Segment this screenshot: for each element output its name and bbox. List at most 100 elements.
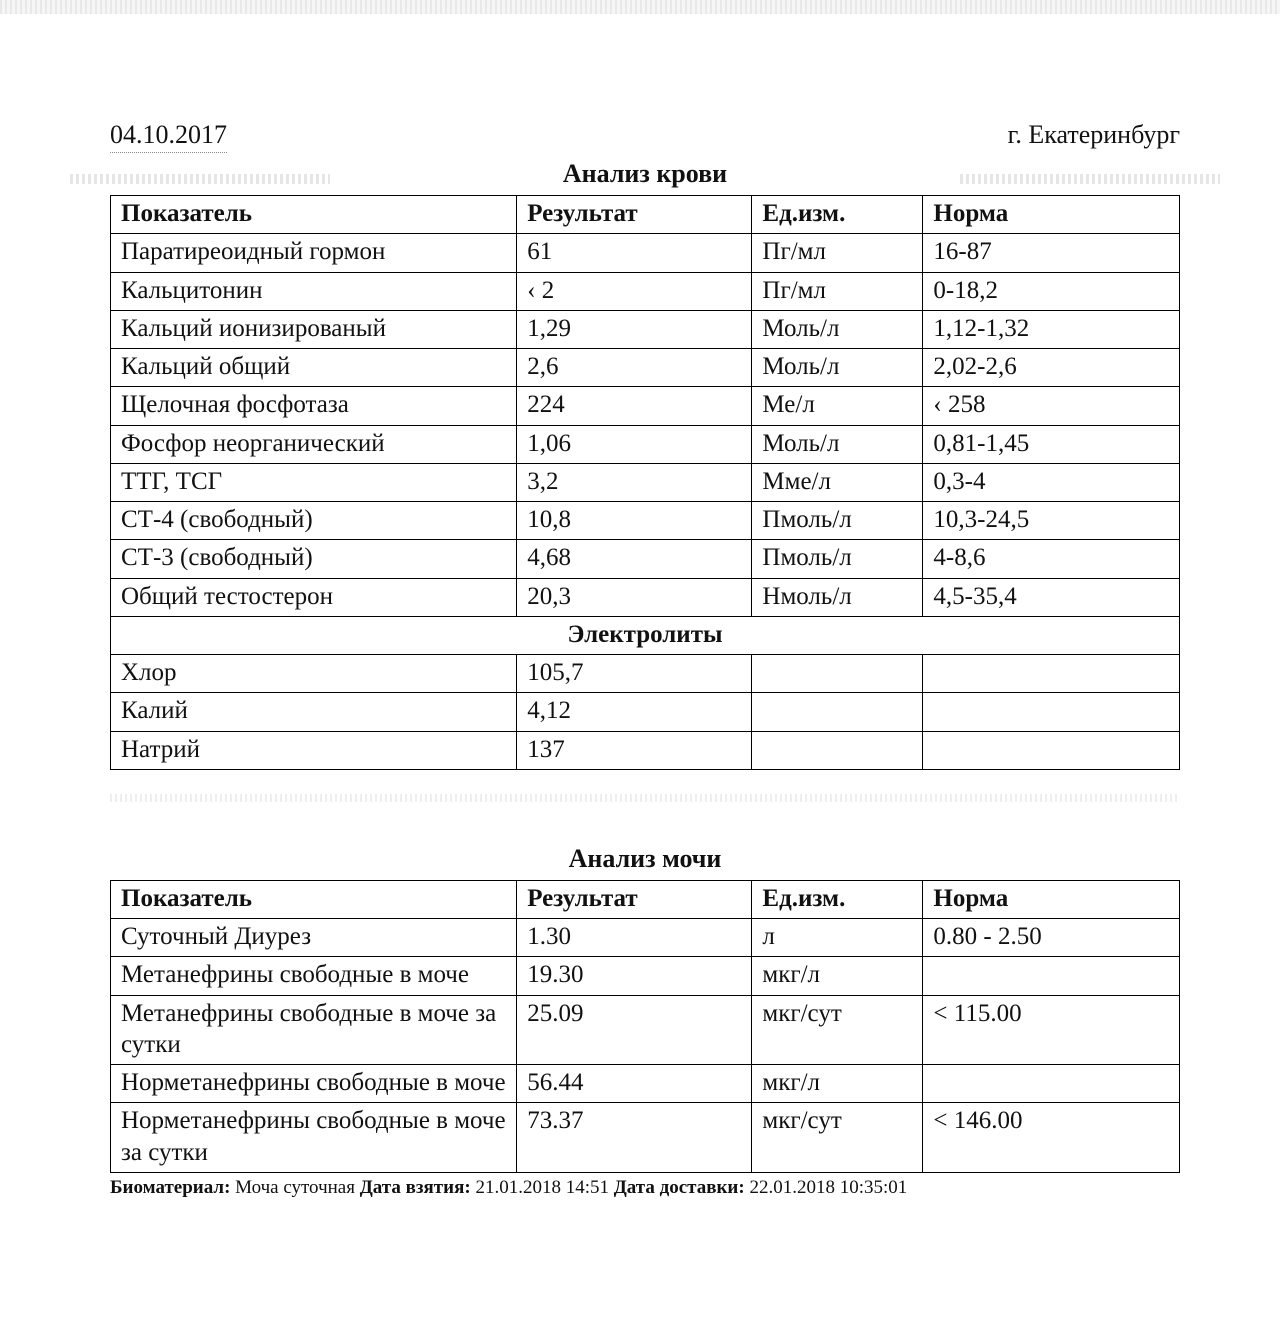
cell-norm: 0,3-4 xyxy=(923,463,1180,501)
delivered-label: Дата доставки: xyxy=(614,1177,745,1198)
biomaterial-value: Моча суточная xyxy=(235,1177,355,1198)
cell-name: Норметанефрины свободные в моче xyxy=(111,1065,517,1103)
cell-name: Кальций общий xyxy=(111,349,517,387)
cell-norm xyxy=(923,731,1180,769)
cell-unit: л xyxy=(752,919,923,957)
biomaterial-label: Биоматериал: xyxy=(110,1177,230,1198)
cell-name: Паратиреоидный гормон xyxy=(111,234,517,272)
cell-unit: Пмоль/л xyxy=(752,540,923,578)
cell-unit: Моль/л xyxy=(752,310,923,348)
electrolytes-subheader: Электролиты xyxy=(111,616,1180,654)
cell-unit: Моль/л xyxy=(752,425,923,463)
cell-unit: Ме/л xyxy=(752,387,923,425)
col-header-result: Результат xyxy=(517,880,752,918)
cell-unit xyxy=(752,731,923,769)
cell-result: 20,3 xyxy=(517,578,752,616)
table-header-row: Показатель Результат Ед.изм. Норма xyxy=(111,880,1180,918)
table-row: Фосфор неорганический1,06Моль/л0,81-1,45 xyxy=(111,425,1180,463)
cell-unit: мкг/сут xyxy=(752,1103,923,1173)
cell-result: 2,6 xyxy=(517,349,752,387)
cell-norm: 10,3-24,5 xyxy=(923,502,1180,540)
table-gap xyxy=(110,794,1180,840)
cell-name: Норметанефрины свободные в моче за сутки xyxy=(111,1103,517,1173)
cell-name: Кальций ионизированый xyxy=(111,310,517,348)
cell-norm xyxy=(923,693,1180,731)
delivered-value: 22.01.2018 10:35:01 xyxy=(749,1177,907,1198)
col-header-norm: Норма xyxy=(923,880,1180,918)
cell-norm xyxy=(923,957,1180,995)
electrolytes-title: Электролиты xyxy=(111,616,1180,654)
cell-result: 4,68 xyxy=(517,540,752,578)
cell-unit xyxy=(752,693,923,731)
report-city: г. Екатеринбург xyxy=(1008,120,1180,150)
table-row: Щелочная фосфотаза224Ме/л‹ 258 xyxy=(111,387,1180,425)
cell-norm: ‹ 258 xyxy=(923,387,1180,425)
cell-result: 1,29 xyxy=(517,310,752,348)
cell-result: 19.30 xyxy=(517,957,752,995)
cell-result: 1.30 xyxy=(517,919,752,957)
cell-norm: 4-8,6 xyxy=(923,540,1180,578)
cell-name: Фосфор неорганический xyxy=(111,425,517,463)
taken-value: 21.01.2018 14:51 xyxy=(475,1177,609,1198)
cell-name: Метанефрины свободные в моче xyxy=(111,957,517,995)
table-row: СТ-3 (свободный)4,68Пмоль/л4-8,6 xyxy=(111,540,1180,578)
document-header: 04.10.2017 г. Екатеринбург xyxy=(110,120,1180,153)
table-row: Норметанефрины свободные в моче56.44мкг/… xyxy=(111,1065,1180,1103)
table-row: Паратиреоидный гормон61Пг/мл16-87 xyxy=(111,234,1180,272)
cell-norm: < 146.00 xyxy=(923,1103,1180,1173)
cell-norm: 2,02-2,6 xyxy=(923,349,1180,387)
table-row: Норметанефрины свободные в моче за сутки… xyxy=(111,1103,1180,1173)
table-row: Метанефрины свободные в моче19.30мкг/л xyxy=(111,957,1180,995)
cell-norm: 16-87 xyxy=(923,234,1180,272)
table-row: Метанефрины свободные в моче за сутки25.… xyxy=(111,995,1180,1065)
cell-name: Хлор xyxy=(111,655,517,693)
table-row: ТТГ, ТСГ3,2Мме/л0,3-4 xyxy=(111,463,1180,501)
cell-result: 1,06 xyxy=(517,425,752,463)
cell-norm: 1,12-1,32 xyxy=(923,310,1180,348)
table-row: Хлор105,7 xyxy=(111,655,1180,693)
cell-name: Калий xyxy=(111,693,517,731)
table-row: Кальций ионизированый1,29Моль/л1,12-1,32 xyxy=(111,310,1180,348)
cell-result: 137 xyxy=(517,731,752,769)
cell-name: Суточный Диурез xyxy=(111,919,517,957)
cell-norm: 4,5-35,4 xyxy=(923,578,1180,616)
table-row: Суточный Диурез1.30л0.80 - 2.50 xyxy=(111,919,1180,957)
cell-result: 56.44 xyxy=(517,1065,752,1103)
cell-result: 25.09 xyxy=(517,995,752,1065)
table-row: Кальций общий2,6Моль/л2,02-2,6 xyxy=(111,349,1180,387)
cell-name: СТ-4 (свободный) xyxy=(111,502,517,540)
col-header-name: Показатель xyxy=(111,196,517,234)
cell-result: 4,12 xyxy=(517,693,752,731)
table-row: Натрий137 xyxy=(111,731,1180,769)
table-row: СТ-4 (свободный)10,8Пмоль/л10,3-24,5 xyxy=(111,502,1180,540)
cell-norm: 0-18,2 xyxy=(923,272,1180,310)
cell-name: СТ-3 (свободный) xyxy=(111,540,517,578)
urine-table: Показатель Результат Ед.изм. Норма Суточ… xyxy=(110,880,1180,1173)
report-date: 04.10.2017 xyxy=(110,120,227,153)
cell-name: Метанефрины свободные в моче за сутки xyxy=(111,995,517,1065)
cell-unit: Пмоль/л xyxy=(752,502,923,540)
cell-unit: Пг/мл xyxy=(752,234,923,272)
cell-norm: < 115.00 xyxy=(923,995,1180,1065)
cell-unit: Моль/л xyxy=(752,349,923,387)
col-header-name: Показатель xyxy=(111,880,517,918)
cell-unit: мкг/л xyxy=(752,1065,923,1103)
blood-section-title: Анализ крови xyxy=(110,159,1180,189)
cell-result: ‹ 2 xyxy=(517,272,752,310)
scan-noise xyxy=(0,0,1280,14)
table-row: Кальцитонин‹ 2Пг/мл0-18,2 xyxy=(111,272,1180,310)
cell-name: Натрий xyxy=(111,731,517,769)
cell-norm xyxy=(923,1065,1180,1103)
table-row: Калий4,12 xyxy=(111,693,1180,731)
cell-result: 224 xyxy=(517,387,752,425)
cell-result: 105,7 xyxy=(517,655,752,693)
col-header-norm: Норма xyxy=(923,196,1180,234)
cell-unit: Нмоль/л xyxy=(752,578,923,616)
cell-unit: мкг/сут xyxy=(752,995,923,1065)
scanned-page: 04.10.2017 г. Екатеринбург Анализ крови … xyxy=(0,0,1280,1332)
table-row: Общий тестостерон20,3Нмоль/л4,5-35,4 xyxy=(111,578,1180,616)
biomaterial-footer: Биоматериал: Моча суточная Дата взятия: … xyxy=(110,1177,1180,1199)
cell-unit: мкг/л xyxy=(752,957,923,995)
cell-result: 10,8 xyxy=(517,502,752,540)
cell-result: 73.37 xyxy=(517,1103,752,1173)
